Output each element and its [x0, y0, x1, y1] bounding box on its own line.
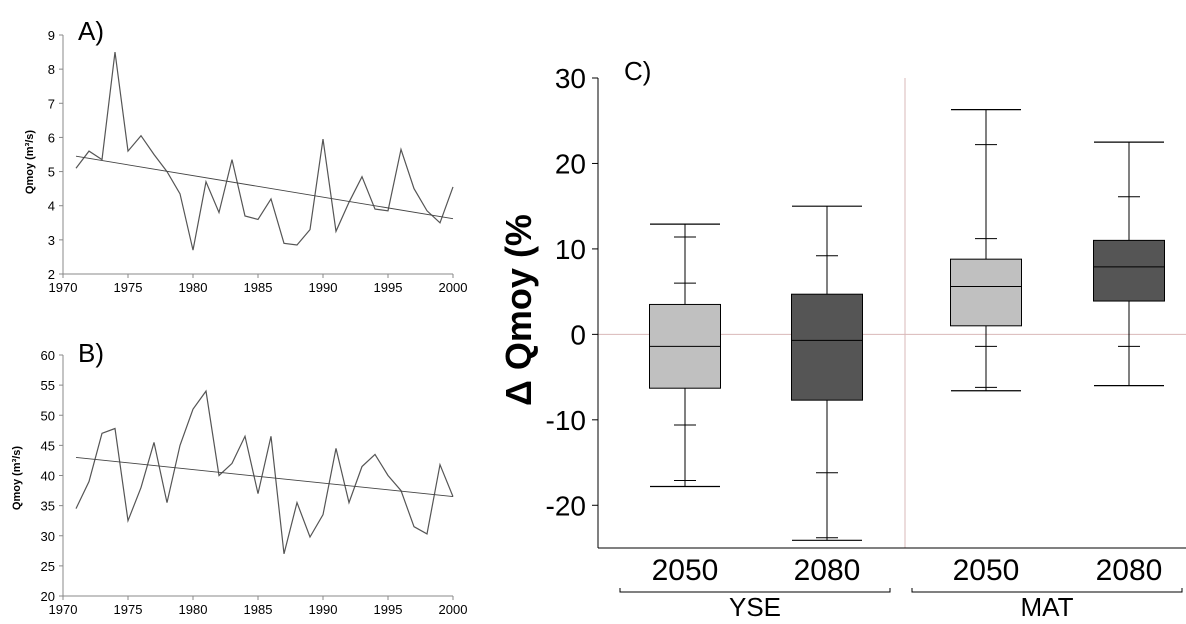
- panel-a-x-tick-label: 1980: [179, 280, 208, 295]
- panel-b-y-tick-label: 45: [41, 438, 55, 453]
- panel-b-y-tick-label: 20: [41, 589, 55, 604]
- panel-b-x-tick-label: 2000: [439, 602, 468, 617]
- panel-a-label: A): [78, 16, 104, 46]
- panel-a-series-line: [75, 52, 454, 251]
- panel-c-x-tick-label: 2080: [1096, 554, 1163, 587]
- panel-a-x-tick-label: 1985: [244, 280, 273, 295]
- panel-a-y-tick-label: 8: [48, 62, 55, 77]
- panel-a-y-tick-label: 6: [48, 130, 55, 145]
- panel-b-x-tick-label: 1990: [309, 602, 338, 617]
- panel-a-y-tick-label: 7: [48, 96, 55, 111]
- panel-b-x-tick-label: 1980: [179, 602, 208, 617]
- panel-c-y-tick-label: -20: [546, 490, 586, 521]
- panel-a-y-tick-label: 4: [48, 199, 55, 214]
- panel-c-label: C): [624, 56, 651, 86]
- panel-b-y-tick-label: 40: [41, 469, 55, 484]
- panel-c-y-axis-label: Δ Qmoy (%: [498, 214, 539, 406]
- panel-a-y-tick-label: 5: [48, 165, 55, 180]
- panel-c-group-bracket: [619, 588, 891, 593]
- panel-b-y-tick-label: 50: [41, 408, 55, 423]
- panel-c-x-tick-label: 2050: [953, 554, 1020, 587]
- panel-a-y-tick-label: 3: [48, 233, 55, 248]
- panel-b-x-tick-label: 1975: [114, 602, 143, 617]
- panel-b-x-tick-label: 1970: [49, 602, 78, 617]
- panel-a-y-tick-label: 2: [48, 267, 55, 282]
- panel-b-y-tick-label: 60: [41, 348, 55, 363]
- panel-b-trend-line: [75, 456, 454, 498]
- panel-c-group-label: MAT: [1021, 592, 1074, 619]
- panel-c-y-tick-label: 30: [555, 63, 586, 94]
- panel-c-x-tick-label: 2080: [794, 554, 861, 587]
- panel-b-y-tick-label: 25: [41, 559, 55, 574]
- panel-a-line-chart: A) Qmoy (m³/s) 2 3 4 5 6 7 8 9 1970 1975 1980 1985 1…: [24, 16, 467, 295]
- panel-b-y-tick-label: 55: [41, 378, 55, 393]
- panel-c-box-mat-2080: [1093, 239, 1165, 302]
- panel-a-x-tick-label: 1995: [374, 280, 403, 295]
- panel-c-box-mat-2050: [950, 258, 1022, 327]
- panel-a-x-tick-label: 1970: [49, 280, 78, 295]
- panel-a-trend-line: [75, 155, 454, 220]
- panel-c-group-bracket: [911, 588, 1183, 593]
- panel-a-x-tick-label: 1990: [309, 280, 338, 295]
- panel-c-box-yse-2080: [791, 293, 863, 401]
- panel-a-y-tick-label: 9: [48, 28, 55, 43]
- panel-c-y-tick-label: 10: [555, 234, 586, 265]
- panel-c-group-label: YSE: [729, 592, 781, 619]
- panel-c-box-chart: C) Δ Qmoy (% -20 -10 0 10 20 30 2050 2080 2050 20…: [498, 56, 1186, 622]
- panel-c-x-tick-label: 2050: [652, 554, 719, 587]
- panel-b-y-tick-label: 35: [41, 499, 55, 514]
- panel-a-y-axis-label: Qmoy (m³/s): [24, 130, 36, 195]
- panel-b-line-chart: B) Qmoy (m³/s) 20 25 30 35 40 45 50 55 60 1970 197…: [11, 338, 467, 617]
- panel-b-series-line: [75, 389, 454, 554]
- panel-a-x-tick-label: 1975: [114, 280, 143, 295]
- panel-c-y-tick-label: 0: [570, 319, 586, 350]
- panel-c-y-tick-label: -10: [546, 405, 586, 436]
- panel-b-x-tick-label: 1995: [374, 602, 403, 617]
- panel-c-y-tick-label: 20: [555, 148, 586, 179]
- panel-b-x-tick-label: 1985: [244, 602, 273, 617]
- panel-b-y-axis-label: Qmoy (m³/s): [11, 446, 23, 511]
- panel-b-y-tick-label: 30: [41, 529, 55, 544]
- panel-b-label: B): [78, 338, 104, 368]
- panel-a-x-tick-label: 2000: [439, 280, 468, 295]
